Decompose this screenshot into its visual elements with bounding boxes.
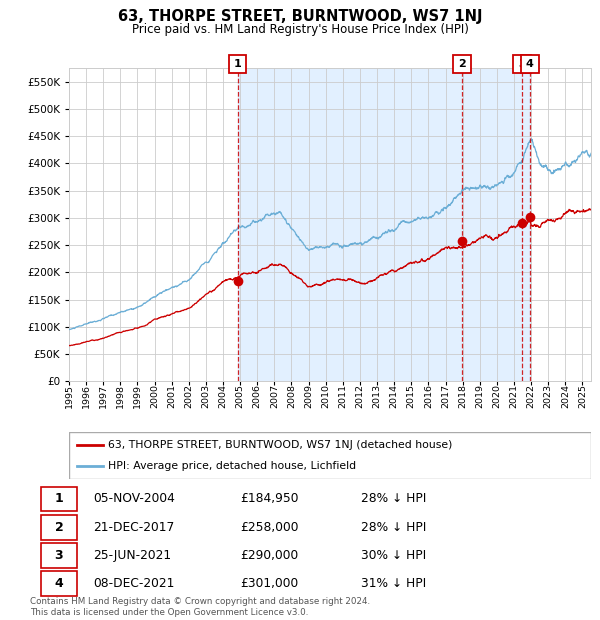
Text: 2025: 2025 xyxy=(578,384,587,408)
Text: 28% ↓ HPI: 28% ↓ HPI xyxy=(361,492,427,505)
Text: 2010: 2010 xyxy=(321,384,330,408)
Text: 2013: 2013 xyxy=(373,384,382,408)
Text: 2009: 2009 xyxy=(304,384,313,408)
Text: 25-JUN-2021: 25-JUN-2021 xyxy=(94,549,172,562)
Text: 21-DEC-2017: 21-DEC-2017 xyxy=(94,521,175,534)
Text: 2004: 2004 xyxy=(218,384,227,408)
Text: 2: 2 xyxy=(55,521,64,534)
Text: £258,000: £258,000 xyxy=(240,521,298,534)
Text: 1997: 1997 xyxy=(99,384,108,408)
FancyBboxPatch shape xyxy=(521,55,539,73)
Text: 2003: 2003 xyxy=(202,384,211,408)
Text: 31% ↓ HPI: 31% ↓ HPI xyxy=(361,577,427,590)
Text: 3: 3 xyxy=(518,59,526,69)
Text: £184,950: £184,950 xyxy=(240,492,298,505)
Text: HPI: Average price, detached house, Lichfield: HPI: Average price, detached house, Lich… xyxy=(108,461,356,471)
Text: 2011: 2011 xyxy=(338,384,347,408)
FancyBboxPatch shape xyxy=(41,543,77,568)
Text: 2000: 2000 xyxy=(150,384,159,408)
Text: 2001: 2001 xyxy=(167,384,176,408)
Text: 2018: 2018 xyxy=(458,384,467,408)
Text: 2014: 2014 xyxy=(389,384,398,408)
Text: 2020: 2020 xyxy=(493,384,502,408)
Text: Price paid vs. HM Land Registry's House Price Index (HPI): Price paid vs. HM Land Registry's House … xyxy=(131,23,469,36)
Text: 2: 2 xyxy=(458,59,466,69)
FancyBboxPatch shape xyxy=(453,55,471,73)
Text: £301,000: £301,000 xyxy=(240,577,298,590)
Text: 1995: 1995 xyxy=(65,384,74,408)
Text: 2002: 2002 xyxy=(184,384,193,408)
Text: 2008: 2008 xyxy=(287,384,296,408)
Text: 1: 1 xyxy=(234,59,241,69)
Text: 1998: 1998 xyxy=(116,384,125,408)
Text: £290,000: £290,000 xyxy=(240,549,298,562)
Text: 2021: 2021 xyxy=(509,384,518,408)
Text: 28% ↓ HPI: 28% ↓ HPI xyxy=(361,521,427,534)
Text: 2007: 2007 xyxy=(270,384,279,408)
Text: 3: 3 xyxy=(55,549,63,562)
Text: 4: 4 xyxy=(55,577,64,590)
Text: 05-NOV-2004: 05-NOV-2004 xyxy=(94,492,175,505)
Text: 1996: 1996 xyxy=(82,384,91,408)
Text: 2016: 2016 xyxy=(424,384,433,408)
Text: 4: 4 xyxy=(526,59,534,69)
Text: 1999: 1999 xyxy=(133,384,142,408)
Text: 2023: 2023 xyxy=(544,384,553,408)
Text: 2024: 2024 xyxy=(561,384,570,408)
Text: Contains HM Land Registry data © Crown copyright and database right 2024.
This d: Contains HM Land Registry data © Crown c… xyxy=(30,598,370,617)
Text: 2012: 2012 xyxy=(355,384,364,408)
FancyBboxPatch shape xyxy=(69,432,591,479)
Text: 08-DEC-2021: 08-DEC-2021 xyxy=(94,577,175,590)
Text: 2019: 2019 xyxy=(475,384,484,408)
Text: 2015: 2015 xyxy=(407,384,416,408)
Text: 30% ↓ HPI: 30% ↓ HPI xyxy=(361,549,427,562)
FancyBboxPatch shape xyxy=(229,55,247,73)
FancyBboxPatch shape xyxy=(41,515,77,539)
FancyBboxPatch shape xyxy=(41,572,77,596)
Bar xyxy=(238,68,530,381)
FancyBboxPatch shape xyxy=(41,487,77,512)
Text: 2022: 2022 xyxy=(527,384,536,408)
Text: 2017: 2017 xyxy=(441,384,450,408)
Text: 1: 1 xyxy=(55,492,64,505)
Text: 63, THORPE STREET, BURNTWOOD, WS7 1NJ (detached house): 63, THORPE STREET, BURNTWOOD, WS7 1NJ (d… xyxy=(108,440,452,450)
Text: 2006: 2006 xyxy=(253,384,262,408)
Text: 2005: 2005 xyxy=(236,384,245,408)
FancyBboxPatch shape xyxy=(513,55,531,73)
Text: 63, THORPE STREET, BURNTWOOD, WS7 1NJ: 63, THORPE STREET, BURNTWOOD, WS7 1NJ xyxy=(118,9,482,24)
